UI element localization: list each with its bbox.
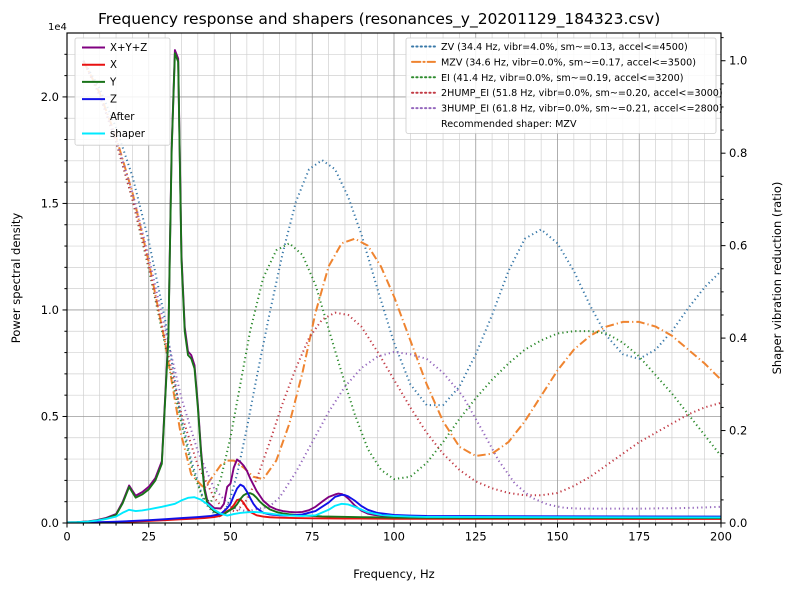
recommended-shaper-label: Recommended shaper: MZV [441, 119, 577, 130]
x-tick-label: 125 [465, 530, 487, 544]
legend-shaper-label[interactable]: 2HUMP_EI (51.8 Hz, vibr=0.0%, sm~=0.20, … [441, 88, 723, 99]
y-axis-label-right: Shaper vibration reduction (ratio) [770, 182, 784, 375]
chart-title: Frequency response and shapers (resonanc… [98, 10, 660, 29]
legend-psd-label[interactable]: After [110, 112, 135, 123]
y-tick-right-label: 0.8 [729, 146, 747, 160]
y-tick-right-label: 1.0 [729, 54, 747, 68]
shaper-curve-mzv [82, 60, 721, 490]
legend-psd-label[interactable]: X [110, 60, 117, 71]
y-tick-label: 1.5 [41, 196, 59, 210]
legend-psd[interactable]: X+Y+Z XYZ After shaper [74, 37, 171, 146]
y-tick-right-label: 0.4 [729, 331, 747, 345]
y-tick-right-label: 0.6 [729, 239, 747, 253]
x-tick-label: 175 [628, 530, 650, 544]
y-axis-label-left: Power spectral density [9, 213, 23, 344]
psd-curve-z [67, 483, 721, 523]
legend-shaper-label[interactable]: EI (41.4 Hz, vibr=0.0%, sm~=0.19, accel<… [441, 73, 683, 84]
y-tick-label: 1.0 [41, 303, 59, 317]
legend-psd-label[interactable]: Y [109, 77, 117, 88]
legend-shaper-label[interactable]: 3HUMP_EI (61.8 Hz, vibr=0.0%, sm~=0.21, … [441, 104, 723, 115]
legend-psd-label[interactable]: shaper [110, 129, 146, 140]
y-axis-right-ticks: 0.0 0.2 0.4 0.6 0.8 1.0 [721, 37, 747, 530]
x-tick-label: 100 [383, 530, 405, 544]
y-tick-label: 2.0 [41, 90, 59, 104]
x-tick-label: 25 [141, 530, 156, 544]
y-tick-right-label: 0.2 [729, 424, 747, 438]
legend-shapers[interactable]: ZV (34.4 Hz, vibr=4.0%, sm~=0.13, accel<… [405, 37, 723, 134]
shaper-curve-3hump-ei [82, 60, 721, 513]
x-tick-label: 75 [305, 530, 320, 544]
psd-curve-after-shaper [67, 496, 721, 523]
y-axis-left-ticks: 0.0 0.5 1.0 1.5 2.0 [41, 53, 67, 530]
x-tick-label: 50 [223, 530, 238, 544]
legend-shapers-box [405, 37, 717, 134]
x-tick-label: 0 [63, 530, 70, 544]
legend-psd-label[interactable]: X+Y+Z [110, 43, 147, 54]
legend-psd-label[interactable]: Z [110, 95, 117, 106]
legend-shaper-label[interactable]: ZV (34.4 Hz, vibr=4.0%, sm~=0.13, accel<… [441, 42, 688, 53]
y-tick-right-label: 0.0 [729, 516, 747, 530]
data-curves [67, 49, 721, 523]
shaper-curve-2hump-ei [82, 60, 721, 513]
x-axis-label: Frequency, Hz [353, 567, 434, 581]
y-tick-label: 0.5 [41, 409, 59, 423]
y-axis-offset-label: 1e4 [48, 22, 67, 33]
x-tick-label: 200 [710, 530, 732, 544]
x-axis-ticks: 0 25 50 75 100 125 150 175 200 [63, 523, 732, 544]
legend-shaper-label[interactable]: MZV (34.6 Hz, vibr=0.0%, sm~=0.17, accel… [441, 57, 696, 68]
y-tick-label: 0.0 [41, 516, 59, 530]
x-tick-label: 150 [547, 530, 569, 544]
